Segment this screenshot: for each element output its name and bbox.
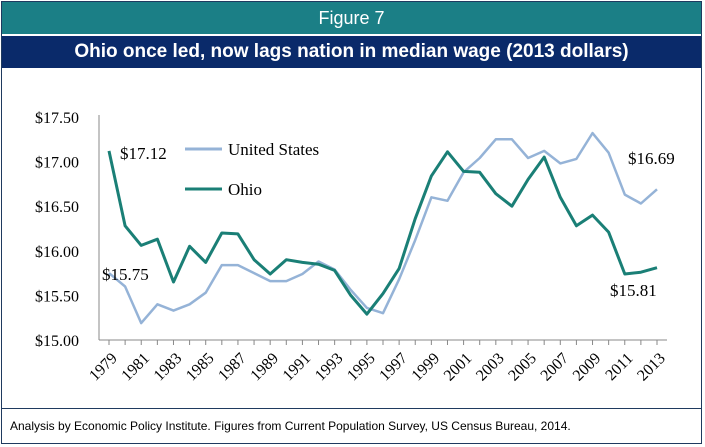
y-axis: $15.00 $15.50 $16.00 $16.50 $17.00 $17.50 bbox=[35, 110, 100, 350]
x-tick-label: 1991 bbox=[280, 350, 315, 385]
x-tick-label: 2005 bbox=[505, 350, 540, 385]
x-tick-label: 1987 bbox=[215, 350, 250, 385]
annotations: $17.12 $15.75 $16.69 $15.81 bbox=[102, 144, 675, 300]
series-line-united-states bbox=[108, 131, 658, 325]
legend: United States Ohio bbox=[185, 140, 319, 199]
line-chart: $15.00 $15.50 $16.00 $16.50 $17.00 $17.50 197… bbox=[35, 110, 675, 385]
series-lines bbox=[107, 131, 658, 325]
x-tick-label: 2013 bbox=[634, 350, 669, 385]
x-tick-label: 1979 bbox=[86, 350, 121, 385]
legend-label-united-states: United States bbox=[228, 140, 319, 159]
series-line-ohio bbox=[107, 150, 658, 316]
annotation-ohio-start: $17.12 bbox=[120, 144, 167, 163]
annotation-us-start: $15.75 bbox=[102, 265, 149, 284]
x-tick-label: 1989 bbox=[247, 350, 282, 385]
chart-title: Ohio once led, now lags nation in median… bbox=[2, 36, 701, 68]
y-tick-label: $16.50 bbox=[35, 199, 79, 216]
x-tick-label: 2009 bbox=[570, 350, 605, 385]
y-tick-label: $16.00 bbox=[35, 244, 79, 261]
x-tick-label: 1997 bbox=[376, 350, 411, 385]
x-tick-label: 2003 bbox=[473, 350, 508, 385]
x-tick-label: 1985 bbox=[183, 350, 218, 385]
x-tick-label: 1995 bbox=[344, 350, 379, 385]
x-tick-label: 1999 bbox=[409, 350, 444, 385]
y-tick-label: $17.00 bbox=[35, 155, 79, 172]
annotation-ohio-end: $15.81 bbox=[610, 281, 657, 300]
x-tick-label: 2007 bbox=[538, 350, 573, 385]
x-axis: 1979198119831985198719891991199319951997… bbox=[86, 339, 669, 385]
x-tick-label: 2001 bbox=[441, 350, 476, 385]
legend-label-ohio: Ohio bbox=[228, 180, 262, 199]
x-tick-label: 1983 bbox=[151, 350, 186, 385]
annotation-us-end: $16.69 bbox=[628, 149, 675, 168]
figure-label: Figure 7 bbox=[2, 2, 701, 34]
x-tick-label: 2011 bbox=[602, 350, 636, 384]
y-tick-label: $15.50 bbox=[35, 288, 79, 305]
y-tick-label: $15.00 bbox=[35, 333, 79, 350]
source-note: Analysis by Economic Policy Institute. F… bbox=[2, 408, 701, 443]
x-tick-label: 1981 bbox=[118, 350, 153, 385]
y-tick-label: $17.50 bbox=[35, 110, 79, 127]
x-tick-label: 1993 bbox=[312, 350, 347, 385]
